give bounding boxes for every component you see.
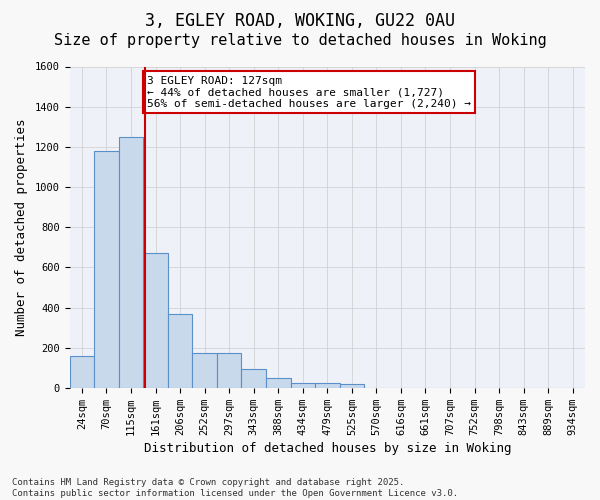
Bar	[143, 254, 168, 388]
Bar	[290, 383, 315, 388]
Bar	[193, 352, 217, 388]
Text: 3, EGLEY ROAD, WOKING, GU22 0AU: 3, EGLEY ROAD, WOKING, GU22 0AU	[145, 12, 455, 30]
Bar	[241, 369, 266, 388]
Bar	[94, 151, 119, 388]
Bar	[266, 378, 290, 388]
Bar	[168, 314, 193, 388]
Bar	[70, 356, 94, 388]
Bar	[119, 137, 143, 388]
Text: Size of property relative to detached houses in Woking: Size of property relative to detached ho…	[53, 32, 547, 48]
Bar	[217, 352, 241, 388]
Y-axis label: Number of detached properties: Number of detached properties	[15, 118, 28, 336]
Bar	[315, 383, 340, 388]
Text: Contains HM Land Registry data © Crown copyright and database right 2025.
Contai: Contains HM Land Registry data © Crown c…	[12, 478, 458, 498]
Bar	[340, 384, 364, 388]
Text: 3 EGLEY ROAD: 127sqm
← 44% of detached houses are smaller (1,727)
56% of semi-de: 3 EGLEY ROAD: 127sqm ← 44% of detached h…	[147, 76, 471, 108]
X-axis label: Distribution of detached houses by size in Woking: Distribution of detached houses by size …	[143, 442, 511, 455]
